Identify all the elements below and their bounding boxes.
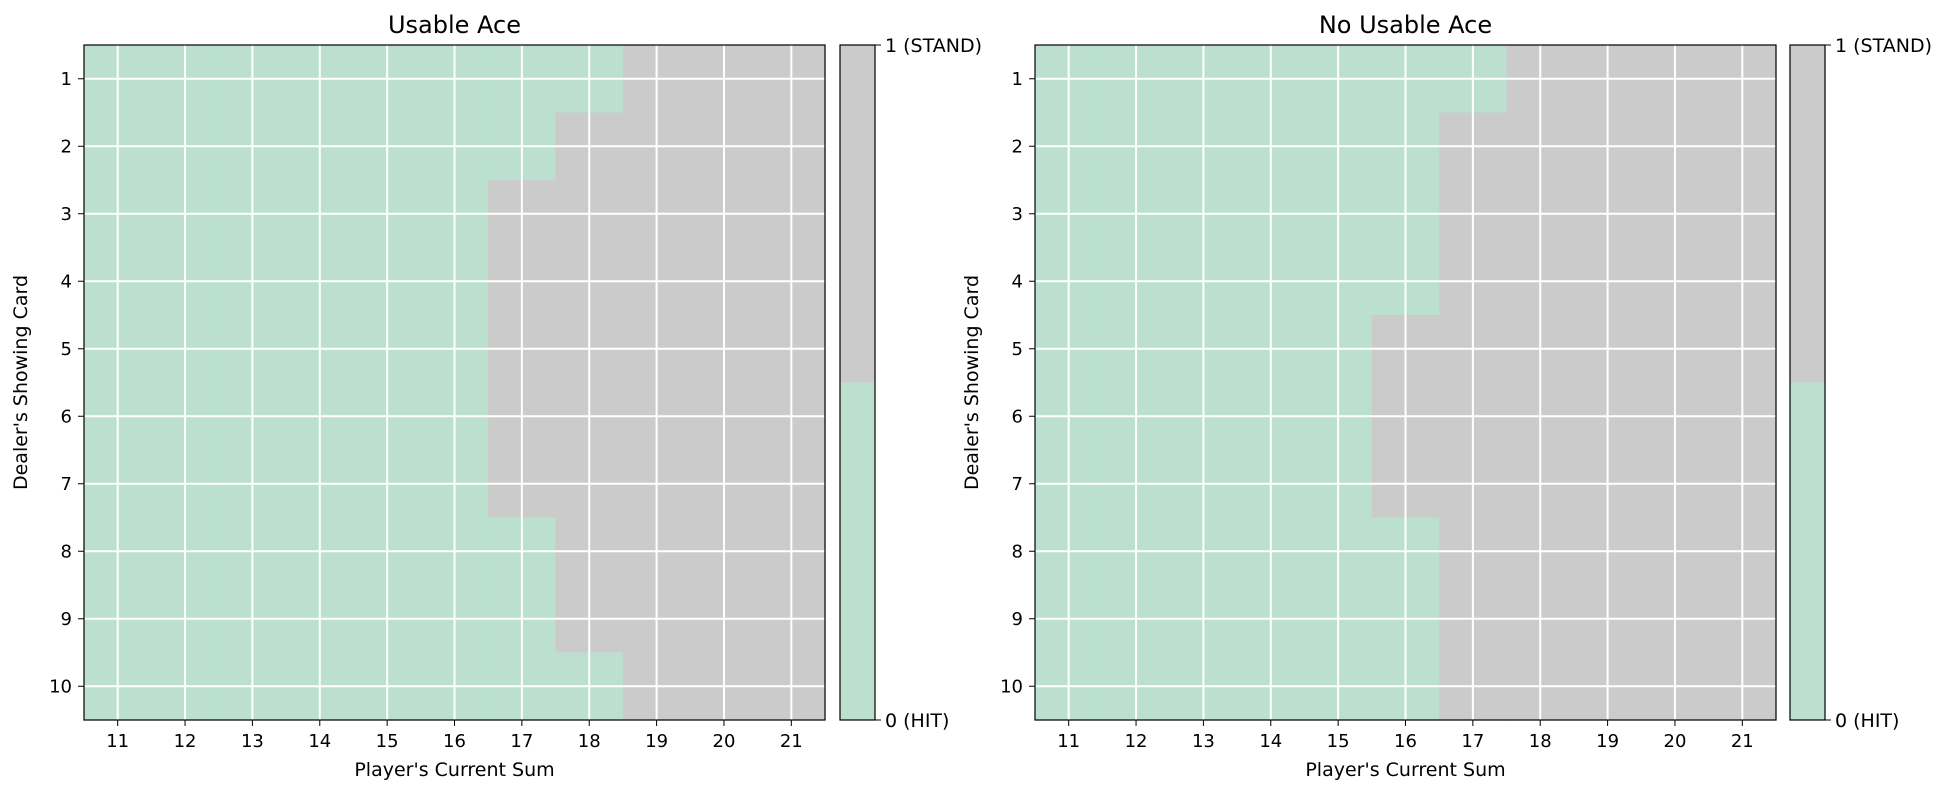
x-tick-label: 13 <box>1192 731 1215 752</box>
y-tick-label: 5 <box>61 339 72 360</box>
x-tick-label: 15 <box>1327 731 1350 752</box>
y-tick-label: 5 <box>1012 339 1023 360</box>
y-axis-label: Dealer's Showing Card <box>961 275 983 490</box>
y-axis-label: Dealer's Showing Card <box>10 275 32 490</box>
x-tick-label: 11 <box>1057 731 1080 752</box>
x-tick-label: 21 <box>1731 731 1754 752</box>
y-tick-label: 2 <box>1012 136 1023 157</box>
colorbar-stand-segment <box>1790 45 1825 383</box>
colorbar-max-label: 1 (STAND) <box>1835 35 1932 57</box>
x-tick-label: 14 <box>308 731 331 752</box>
colorbar-min-label: 0 (HIT) <box>1835 710 1899 732</box>
y-tick-label: 3 <box>1012 204 1023 225</box>
y-tick-label: 8 <box>61 541 72 562</box>
y-tick-label: 4 <box>61 271 72 292</box>
x-tick-label: 19 <box>645 731 668 752</box>
colorbar-max-label: 1 (STAND) <box>885 35 982 57</box>
x-tick-label: 18 <box>578 731 601 752</box>
y-tick-label: 3 <box>61 204 72 225</box>
y-tick-label: 7 <box>61 474 72 495</box>
y-tick-label: 4 <box>1012 271 1023 292</box>
x-tick-label: 20 <box>1664 731 1687 752</box>
chart-title: No Usable Ace <box>1319 11 1492 39</box>
x-tick-label: 14 <box>1259 731 1282 752</box>
colorbar-stand-segment <box>840 45 875 383</box>
colorbar-hit-segment <box>1790 382 1825 720</box>
chart-title: Usable Ace <box>388 11 521 39</box>
y-tick-label: 10 <box>49 676 72 697</box>
y-tick-label: 9 <box>1012 609 1023 630</box>
y-tick-label: 6 <box>1012 406 1023 427</box>
heatmap-panel-1: 11 12 13 14 15 16 17 18 19 20 2112345678910Usable … <box>10 11 982 781</box>
colorbar-min-label: 0 (HIT) <box>885 710 949 732</box>
x-tick-label: 19 <box>1596 731 1619 752</box>
x-tick-label: 16 <box>443 731 466 752</box>
x-tick-label: 11 <box>106 731 129 752</box>
colorbar-hit-segment <box>840 382 875 720</box>
y-tick-label: 9 <box>61 609 72 630</box>
x-axis-label: Player's Current Sum <box>1305 759 1505 781</box>
x-tick-label: 15 <box>376 731 399 752</box>
x-tick-label: 20 <box>713 731 736 752</box>
x-tick-label: 21 <box>780 731 803 752</box>
x-tick-label: 13 <box>241 731 264 752</box>
x-tick-label: 17 <box>1461 731 1484 752</box>
y-tick-label: 6 <box>61 406 72 427</box>
y-tick-label: 8 <box>1012 541 1023 562</box>
y-tick-label: 1 <box>1012 69 1023 90</box>
colorbar-frame <box>1789 44 1826 721</box>
x-tick-label: 12 <box>174 731 197 752</box>
x-axis-label: Player's Current Sum <box>354 759 554 781</box>
y-tick-label: 1 <box>61 69 72 90</box>
x-tick-label: 17 <box>510 731 533 752</box>
y-tick-label: 2 <box>61 136 72 157</box>
x-tick-label: 16 <box>1394 731 1417 752</box>
y-tick-label: 7 <box>1012 474 1023 495</box>
y-tick-label: 10 <box>1000 676 1023 697</box>
colorbar-frame <box>839 44 876 721</box>
x-tick-label: 12 <box>1125 731 1148 752</box>
x-tick-label: 18 <box>1529 731 1552 752</box>
